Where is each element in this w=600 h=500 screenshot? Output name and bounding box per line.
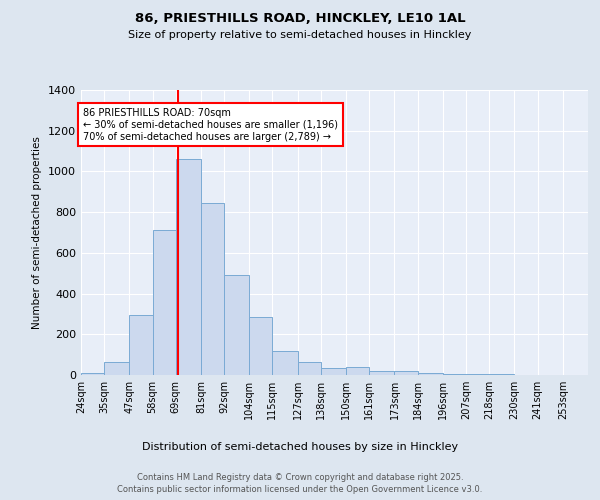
Bar bbox=[321, 368, 346, 375]
Bar bbox=[394, 371, 418, 375]
Text: 86, PRIESTHILLS ROAD, HINCKLEY, LE10 1AL: 86, PRIESTHILLS ROAD, HINCKLEY, LE10 1AL bbox=[134, 12, 466, 26]
Bar bbox=[176, 159, 201, 375]
Text: Distribution of semi-detached houses by size in Hinckley: Distribution of semi-detached houses by … bbox=[142, 442, 458, 452]
Text: Contains HM Land Registry data © Crown copyright and database right 2025.: Contains HM Land Registry data © Crown c… bbox=[137, 472, 463, 482]
Bar bbox=[346, 367, 369, 375]
Bar bbox=[489, 374, 514, 375]
Bar bbox=[466, 374, 489, 375]
Bar bbox=[104, 362, 130, 375]
Y-axis label: Number of semi-detached properties: Number of semi-detached properties bbox=[32, 136, 43, 329]
Text: Contains public sector information licensed under the Open Government Licence v3: Contains public sector information licen… bbox=[118, 485, 482, 494]
Bar bbox=[224, 275, 249, 375]
Bar bbox=[201, 203, 224, 375]
Bar bbox=[418, 374, 443, 375]
Text: 86 PRIESTHILLS ROAD: 70sqm
← 30% of semi-detached houses are smaller (1,196)
70%: 86 PRIESTHILLS ROAD: 70sqm ← 30% of semi… bbox=[83, 108, 338, 142]
Bar bbox=[130, 315, 152, 375]
Text: Size of property relative to semi-detached houses in Hinckley: Size of property relative to semi-detach… bbox=[128, 30, 472, 40]
Bar bbox=[369, 371, 394, 375]
Bar bbox=[272, 350, 298, 375]
Bar bbox=[81, 373, 104, 375]
Bar bbox=[298, 362, 321, 375]
Bar bbox=[249, 317, 272, 375]
Bar bbox=[152, 230, 176, 375]
Bar bbox=[443, 374, 466, 375]
